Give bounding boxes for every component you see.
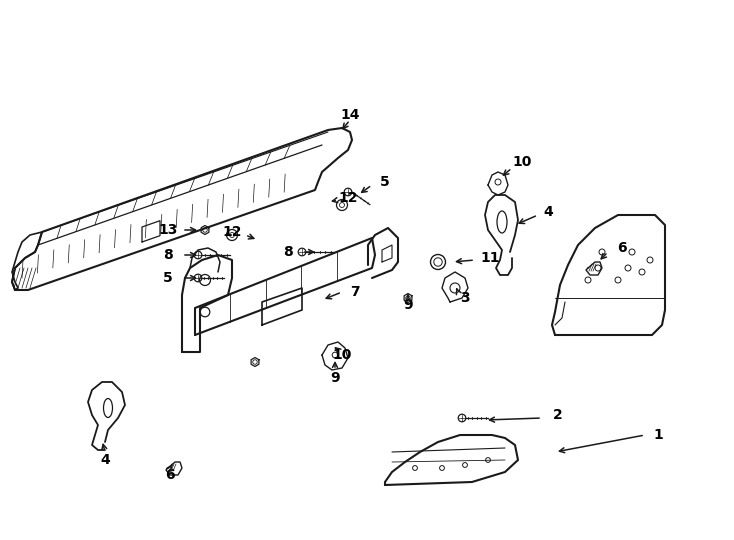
Text: 10: 10 xyxy=(333,348,352,362)
Text: 6: 6 xyxy=(165,468,175,482)
Text: 2: 2 xyxy=(553,408,563,422)
Text: 8: 8 xyxy=(283,245,293,259)
Text: 1: 1 xyxy=(653,428,663,442)
Text: 8: 8 xyxy=(163,248,173,262)
Text: 6: 6 xyxy=(617,241,627,255)
Text: 14: 14 xyxy=(341,108,360,122)
Text: 12: 12 xyxy=(222,225,241,239)
Text: 10: 10 xyxy=(512,155,531,169)
Text: 5: 5 xyxy=(163,271,173,285)
Text: 9: 9 xyxy=(403,298,413,312)
Text: 13: 13 xyxy=(159,223,178,237)
Text: 4: 4 xyxy=(543,205,553,219)
Text: 9: 9 xyxy=(330,371,340,385)
Text: 12: 12 xyxy=(338,191,357,205)
Text: 5: 5 xyxy=(380,175,390,189)
Text: 11: 11 xyxy=(480,251,500,265)
Text: 7: 7 xyxy=(350,285,360,299)
Text: 4: 4 xyxy=(100,453,110,467)
Text: 3: 3 xyxy=(460,291,470,305)
